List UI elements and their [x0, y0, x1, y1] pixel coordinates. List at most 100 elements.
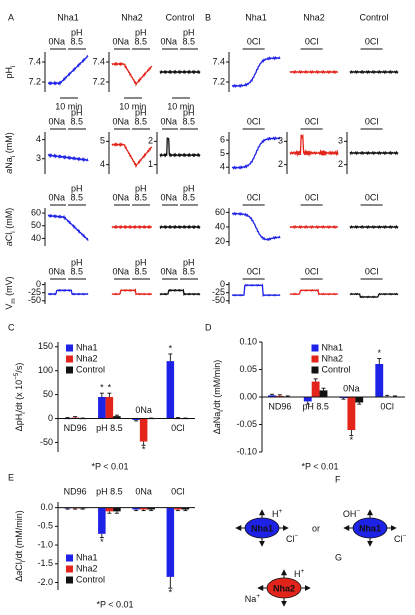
significance-star: * [108, 383, 112, 393]
text-part: i [10, 66, 17, 67]
trace [111, 61, 153, 87]
y-tick-label: 40 [31, 233, 41, 243]
bar [98, 397, 106, 419]
marker-label: 8.5 [71, 266, 84, 276]
transporter [352, 517, 388, 539]
category-label: pH 8.5 [96, 486, 123, 496]
marker-label: 0Cl [247, 36, 261, 46]
marker-label: 0Na [161, 192, 178, 202]
y-tick-label: 7.4 [212, 56, 225, 66]
category-label: 0Cl [171, 423, 185, 433]
trace [349, 69, 399, 75]
significance-star: * [350, 435, 354, 445]
marker-label: 0Cl [305, 192, 319, 202]
bar [339, 397, 348, 399]
y-tick-label: 20 [215, 236, 225, 246]
trace [159, 288, 201, 296]
marker-label: 8.5 [183, 116, 196, 126]
category-label: 0Na [135, 486, 152, 496]
y-tick-label: 50 [43, 389, 53, 399]
text-part: /s) [14, 363, 24, 373]
trace [47, 213, 89, 241]
y-tick-label: 3 [278, 136, 283, 146]
marker-label: pH [71, 27, 83, 37]
trace [111, 224, 153, 230]
column-header: Nha2 [121, 12, 143, 22]
scale-bar-label: 10 min [119, 101, 146, 111]
marker-label: 8.5 [183, 36, 196, 46]
text-part: Na [245, 594, 257, 604]
transporter [244, 517, 280, 539]
marker-label: 8.5 [71, 36, 84, 46]
marker-label: 0Na [113, 116, 130, 126]
category-label: 0Cl [380, 401, 394, 411]
panel-letter: D [205, 322, 212, 332]
y-tick-label: -0.5 [37, 521, 53, 531]
panel-letter: A [8, 12, 14, 22]
marker-label: 0Cl [247, 266, 261, 276]
trace [159, 137, 201, 158]
bar [166, 507, 175, 577]
marker-label: 0Na [113, 266, 130, 276]
y-tick-label: -2.0 [37, 577, 53, 587]
text-part: /dt (mM/min) [14, 510, 24, 561]
y-tick-label: 2 [278, 159, 283, 169]
legend-swatch [66, 565, 73, 573]
text-part: (mM) [4, 132, 14, 156]
legend-swatch [311, 355, 319, 363]
y-tick-label: 6 [220, 135, 225, 145]
marker-label: 0Na [161, 116, 178, 126]
y-axis-label: aCli (mM) [4, 208, 17, 246]
ion-label: Cl− [286, 533, 299, 544]
category-label: pH 8.5 [302, 401, 329, 411]
trace [349, 150, 399, 156]
marker-label: pH [135, 257, 147, 267]
panel-letter: C [8, 322, 15, 332]
significance-star: * [142, 445, 146, 455]
category-label: ND96 [64, 486, 87, 496]
text-part: (mV) [4, 276, 14, 298]
marker-label: 0Na [49, 192, 66, 202]
marker-label: pH [135, 183, 147, 193]
bar [311, 381, 320, 397]
marker-label: 0Cl [365, 36, 379, 46]
annotation: *P < 0.01 [301, 461, 338, 471]
bar [303, 397, 312, 402]
trace [231, 136, 281, 170]
ion-label: H+ [294, 568, 305, 579]
text-part: − [295, 533, 299, 540]
y-tick-label: 7.2 [92, 76, 105, 86]
marker-label: 8.5 [135, 192, 148, 202]
trace [47, 152, 89, 163]
marker-label: 8.5 [135, 266, 148, 276]
legend-label: Control [322, 364, 351, 374]
y-tick-label: -0.10 [236, 446, 257, 456]
category-label: pH 8.5 [96, 423, 123, 433]
bar [166, 361, 175, 419]
text-part: a [14, 571, 24, 576]
marker-label: 0Na [161, 36, 178, 46]
bar [105, 397, 114, 419]
legend-label: Nha1 [322, 342, 344, 352]
trace [47, 288, 89, 296]
category-label: 0Na [343, 383, 360, 393]
trace [47, 54, 89, 86]
y-tick-label: 4 [220, 162, 225, 172]
y-tick-label: 0 [48, 413, 53, 423]
marker-label: pH [71, 183, 83, 193]
legend-label: Control [76, 364, 105, 374]
marker-label: pH [183, 183, 195, 193]
marker-label: 0Na [49, 116, 66, 126]
column-header: Control [359, 12, 388, 22]
y-tick-label: -0.05 [236, 419, 257, 429]
text-part: H [294, 569, 301, 579]
text-part: pH [4, 67, 14, 79]
y-tick-label: 2 [338, 159, 343, 169]
trace [159, 69, 201, 75]
y-tick-label: 3 [36, 153, 41, 163]
text-part: − [403, 533, 407, 540]
y-tick-label: -1.5 [37, 558, 53, 568]
annotation: *P < 0.01 [96, 599, 133, 609]
